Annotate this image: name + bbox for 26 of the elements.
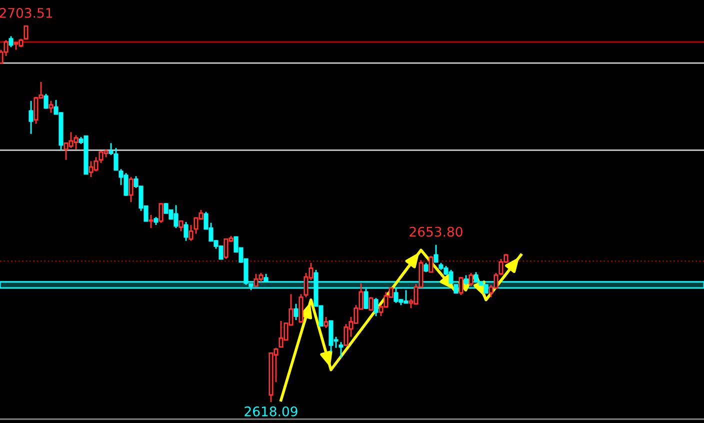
candlestick [24, 25, 28, 40]
candlestick [158, 202, 164, 224]
candlestick [374, 297, 378, 317]
candlestick [28, 100, 34, 135]
candlestick [294, 303, 298, 321]
candlestick [434, 244, 438, 263]
candlestick [178, 220, 184, 232]
annotation: 2653.80 [410, 226, 462, 237]
candlestick [428, 255, 434, 273]
candlestick [468, 272, 474, 287]
candlestick [8, 35, 14, 48]
candlestick [458, 276, 464, 296]
candlestick [148, 214, 154, 229]
candlestick [184, 221, 188, 242]
candlestick [128, 176, 134, 203]
candlestick [48, 100, 54, 114]
candlestick [364, 288, 368, 310]
candlestick [338, 341, 344, 359]
candlestick [188, 224, 194, 242]
annotation: 2618.09 [244, 406, 298, 416]
candlestick [464, 274, 468, 286]
candlestick [324, 316, 328, 329]
annotation: 2703.51 [0, 8, 52, 18]
candlestick [368, 296, 374, 311]
candlestick [424, 262, 428, 273]
candlestick [44, 93, 48, 110]
